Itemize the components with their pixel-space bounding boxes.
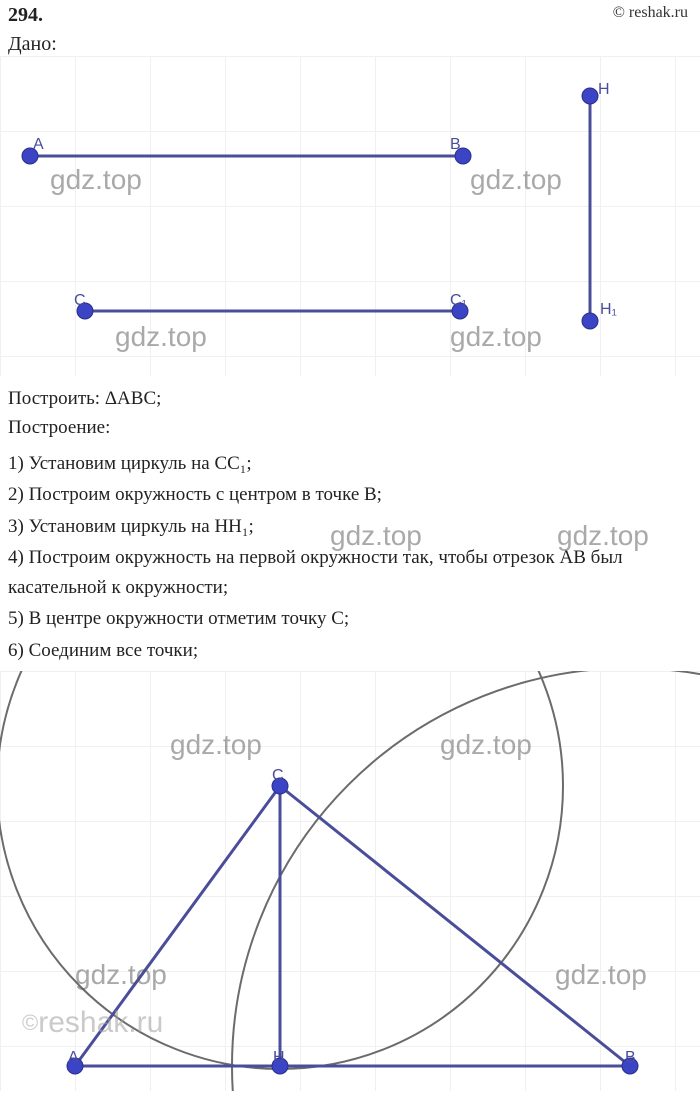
point-label: C₁: [450, 292, 467, 310]
diagram-construct: AHBC gdz.topgdz.topgdz.topgdz.top©reshak…: [0, 671, 700, 1091]
diagram-given-svg: [0, 56, 700, 376]
construction-step: 3) Установим циркуль на HH₁;: [8, 512, 688, 541]
construct-label: Построить: ΔABC;: [8, 384, 688, 413]
point-label: H: [598, 81, 610, 99]
point-label: H: [273, 1049, 285, 1067]
construction-step: 1) Установим циркуль на CC₁;: [8, 449, 688, 478]
diagram-construct-svg: [0, 671, 700, 1091]
construction-step: 2) Построим окружность с центром в точке…: [8, 480, 688, 509]
construction-step: 6) Соединим все точки;: [8, 636, 688, 665]
point-label: A: [68, 1049, 79, 1067]
construction-step: 5) В центре окружности отметим точку C;: [8, 604, 688, 633]
point-label: B: [450, 136, 461, 154]
point-label: B: [625, 1049, 636, 1067]
point-label: H₁: [600, 301, 617, 319]
point-label: C: [74, 292, 86, 310]
construction-step: 4) Построим окружность на первой окружно…: [8, 543, 688, 602]
point-label: C: [272, 767, 284, 785]
diagram-given: ABHCC₁H₁ gdz.topgdz.topgdz.topgdz.top: [0, 56, 700, 376]
construction-steps: 1) Установим циркуль на CC₁;2) Построим …: [0, 449, 700, 671]
construction-heading: Построение:: [8, 413, 688, 442]
problem-number: 294.: [8, 4, 43, 27]
given-label: Дано:: [0, 27, 700, 56]
point-label: A: [33, 136, 44, 154]
site-copyright: © reshak.ru: [613, 4, 688, 22]
